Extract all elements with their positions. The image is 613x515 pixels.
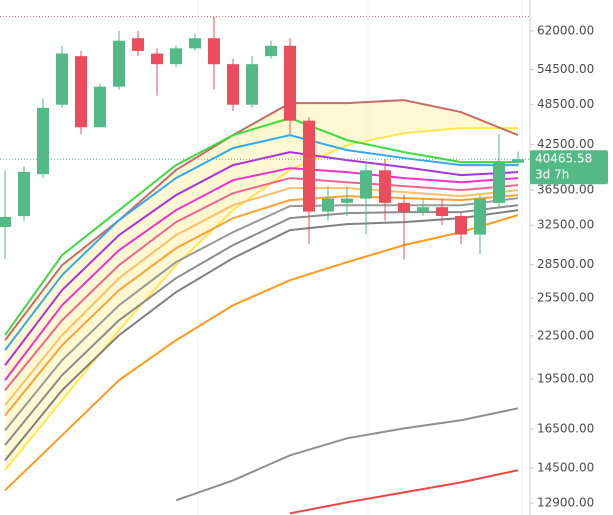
- candle-body: [474, 198, 486, 235]
- y-tick-label: 54500.00: [537, 62, 594, 76]
- candle-body: [455, 216, 467, 235]
- candle-body: [417, 207, 429, 212]
- candle-body: [94, 86, 106, 128]
- ma-line: [4, 134, 518, 351]
- ma-line: [4, 194, 519, 416]
- ma-line: [4, 197, 519, 431]
- y-tick-label: 25500.00: [537, 291, 594, 305]
- y-tick-label: 48500.00: [537, 97, 594, 111]
- ma-line: [4, 167, 519, 381]
- ma-line: [4, 214, 519, 492]
- candle-body: [227, 64, 239, 105]
- ma-line: [4, 204, 519, 446]
- y-tick-label: 14500.00: [537, 460, 594, 474]
- y-tick-label: 62000.00: [537, 23, 594, 37]
- ma-line: [4, 99, 519, 341]
- candle-body: [151, 53, 163, 65]
- y-tick-label: 16500.00: [537, 422, 594, 436]
- candle-body: [493, 162, 505, 203]
- candle-body: [379, 170, 391, 203]
- candle-body: [512, 159, 524, 163]
- candle-body: [322, 198, 334, 212]
- candle-body: [398, 202, 410, 212]
- y-tick-label: 22500.00: [537, 328, 594, 342]
- y-tick-label: 12900.00: [537, 496, 594, 510]
- y-axis: 62000.00 54500.00 48500.00 42500.00 36500.00…: [530, 23, 608, 510]
- candle-body: [436, 207, 448, 217]
- price-label: 40465.58: [535, 152, 592, 166]
- candle-body: [113, 40, 125, 87]
- y-tick-label: 28500.00: [537, 257, 594, 271]
- candle-body: [170, 48, 182, 65]
- ma-line: [289, 469, 519, 515]
- candle-body: [56, 53, 68, 105]
- candle-body: [341, 198, 353, 203]
- ma-line: [4, 127, 518, 471]
- candle-body: [18, 171, 30, 217]
- y-tick-label: 42500.00: [537, 137, 594, 151]
- candle-body: [75, 56, 87, 128]
- candle-body: [284, 45, 296, 121]
- y-tick-label: 19500.00: [537, 371, 594, 385]
- candle-body: [132, 38, 144, 51]
- y-tick-label: 32500.00: [537, 218, 594, 232]
- ma-line: [4, 117, 518, 336]
- candle-body: [265, 45, 277, 57]
- candle-body: [208, 38, 220, 65]
- candle-body: [246, 64, 258, 105]
- ma-line: [4, 151, 519, 366]
- countdown-label: 3d 7h: [535, 168, 569, 182]
- ma-line: [4, 177, 519, 391]
- ma-line: [4, 187, 519, 406]
- candle-body: [303, 120, 315, 212]
- price-box: [530, 150, 608, 185]
- plot: [0, 16, 530, 515]
- candle-body: [189, 38, 201, 49]
- candle-body: [360, 170, 372, 199]
- ma-line: [4, 209, 519, 461]
- candle-body: [0, 216, 11, 228]
- ma-line: [175, 407, 519, 502]
- y-tick-label: 36500.00: [537, 183, 594, 197]
- candle-body: [37, 107, 49, 175]
